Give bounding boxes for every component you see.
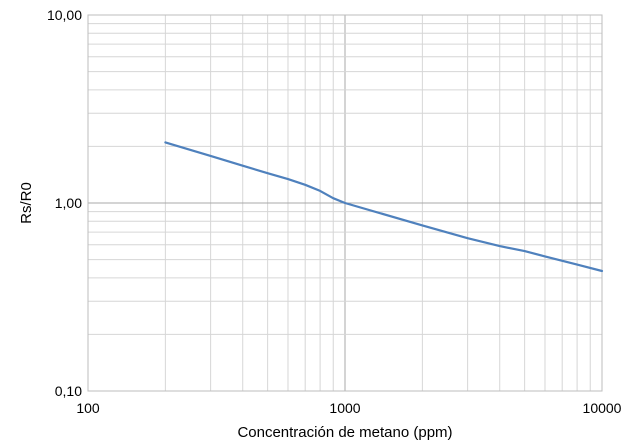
plot-area-frame [87,14,603,392]
x-tick-label: 100 [76,400,100,416]
x-axis-title: Concentración de metano (ppm) [237,424,452,441]
y-tick-label: 10,00 [47,7,82,23]
y-tick-label: 0,10 [55,383,82,399]
grid-lines [88,15,602,391]
x-tick-label: 1000 [329,400,360,416]
y-tick-label: 1,00 [55,195,82,211]
y-axis-title: Rs/R0 [18,182,35,224]
x-tick-labels: 100 1000 10000 [76,400,621,416]
y-tick-labels: 0,10 1,00 10,00 [47,7,82,399]
series-line [164,141,604,273]
x-tick-label: 10000 [583,400,622,416]
series-layer [164,141,604,273]
